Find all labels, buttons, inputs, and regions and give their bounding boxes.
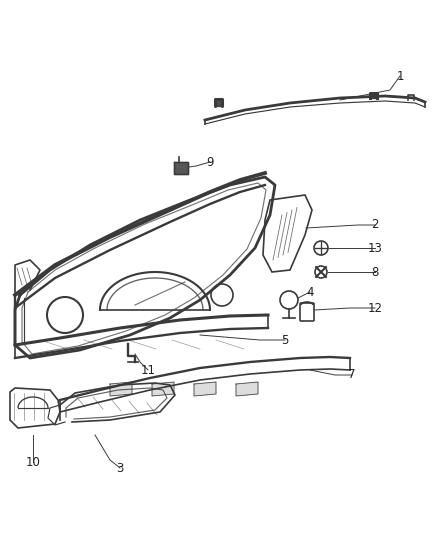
Text: 1: 1 [396, 69, 404, 83]
Polygon shape [370, 93, 377, 98]
Polygon shape [174, 162, 188, 174]
Text: 8: 8 [371, 265, 379, 279]
Text: 9: 9 [206, 156, 214, 168]
Text: 11: 11 [141, 364, 155, 376]
Text: 10: 10 [25, 456, 40, 469]
Text: 3: 3 [117, 462, 124, 474]
Polygon shape [236, 382, 258, 396]
Polygon shape [152, 382, 174, 396]
Polygon shape [215, 99, 222, 106]
Text: 12: 12 [367, 302, 382, 314]
Text: 4: 4 [306, 286, 314, 298]
Text: 5: 5 [281, 334, 289, 346]
Text: 13: 13 [367, 241, 382, 254]
Text: 2: 2 [371, 219, 379, 231]
Polygon shape [110, 382, 132, 396]
Text: 7: 7 [348, 368, 356, 382]
Polygon shape [194, 382, 216, 396]
